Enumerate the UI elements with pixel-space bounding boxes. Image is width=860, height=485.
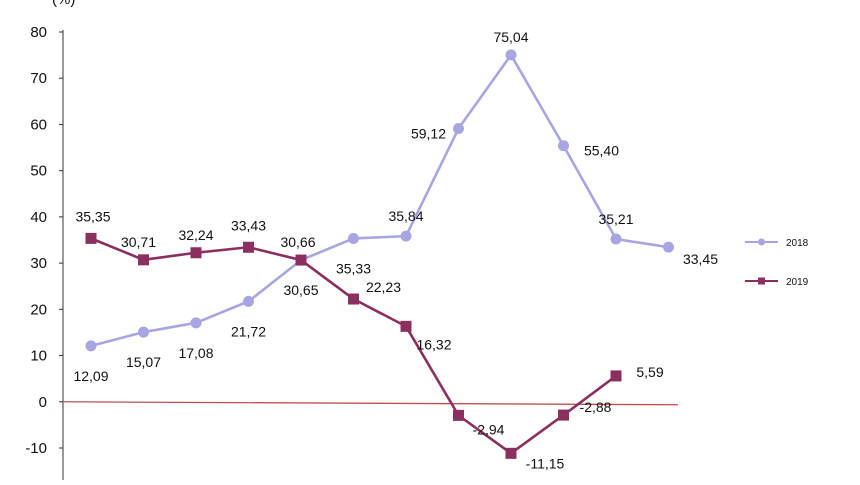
series-2018-data-label: 17,08	[178, 345, 213, 361]
series-2019-point	[348, 293, 359, 305]
series-2018-point	[400, 230, 412, 242]
series-2018-data-label: 21,72	[231, 323, 266, 339]
series-2019-point	[190, 247, 202, 259]
y-tick-label: 80	[30, 24, 47, 41]
series-2018-data-label: 59,12	[411, 126, 446, 142]
series-2018-point	[453, 123, 464, 135]
series-2019-point	[400, 320, 412, 332]
series-2019-data-label: 30,66	[280, 234, 315, 250]
series-2018-point	[85, 340, 97, 352]
series-2018-data-label: 75,04	[493, 29, 528, 45]
series-2019-point	[558, 409, 569, 421]
series-2019-data-label: -2,88	[580, 399, 612, 415]
zero-line	[62, 401, 679, 406]
series-2019-point	[138, 254, 149, 266]
series-2018-data-label: 35,84	[388, 208, 423, 224]
y-axis-unit-label: (%)	[52, 0, 75, 8]
series-2018-data-label: 33,45	[683, 251, 718, 267]
series-2018-data-label: 35,33	[336, 260, 371, 276]
series-2019-data-label: 33,43	[231, 217, 266, 233]
y-tick-label: 40	[30, 209, 47, 226]
legend-2019-marker	[758, 277, 765, 285]
series-2019-data-label: 5,59	[636, 364, 663, 380]
series-2019-data-label: 22,23	[366, 279, 401, 295]
series-2019-point	[505, 447, 517, 459]
series-2018-line	[90, 53, 669, 348]
series-2019-point	[295, 254, 307, 266]
series-2019-data-label: -2,94	[473, 421, 505, 437]
series-2019-point	[453, 409, 464, 421]
series-2019-data-label: 35,35	[75, 208, 110, 224]
legend-2018-marker	[758, 238, 765, 246]
series-2018-data-label: 15,07	[126, 354, 161, 370]
series-2018-point	[663, 241, 674, 253]
y-tick-label: 50	[30, 163, 47, 180]
series-2018-data-label: 55,40	[584, 143, 619, 159]
series-2018-point	[610, 233, 622, 245]
y-tick-label: 0	[39, 394, 47, 411]
series-2018-point	[505, 49, 517, 61]
series-2019-point	[610, 370, 622, 382]
series-2019-point	[243, 241, 254, 253]
series-2019-data-label: -11,15	[526, 455, 565, 471]
series-2018-point	[243, 295, 254, 307]
series-2019-point	[85, 232, 97, 244]
series-2018-point	[348, 232, 359, 244]
series-2018-point	[558, 140, 569, 152]
series-2019-data-label: 16,32	[416, 336, 451, 352]
y-tick-label: 60	[30, 116, 47, 133]
legend-2018-label: 2018	[786, 238, 809, 249]
series-2018-point	[190, 317, 202, 329]
series-2018-data-label: 30,65	[283, 282, 318, 298]
series-2018-point	[138, 326, 149, 338]
series-2019-data-label: 30,71	[121, 234, 156, 250]
y-tick-label: 10	[30, 348, 47, 365]
series-2018-data-label: 12,09	[73, 368, 108, 384]
series-2019-data-label: 32,24	[178, 227, 213, 243]
y-tick-label: -10	[25, 440, 47, 457]
y-tick-label: 20	[30, 301, 47, 318]
y-tick-label: 70	[30, 70, 47, 87]
y-tick-label: 30	[30, 255, 47, 272]
series-2018-data-label: 35,21	[598, 211, 633, 227]
legend-2019-label: 2019	[786, 277, 809, 288]
